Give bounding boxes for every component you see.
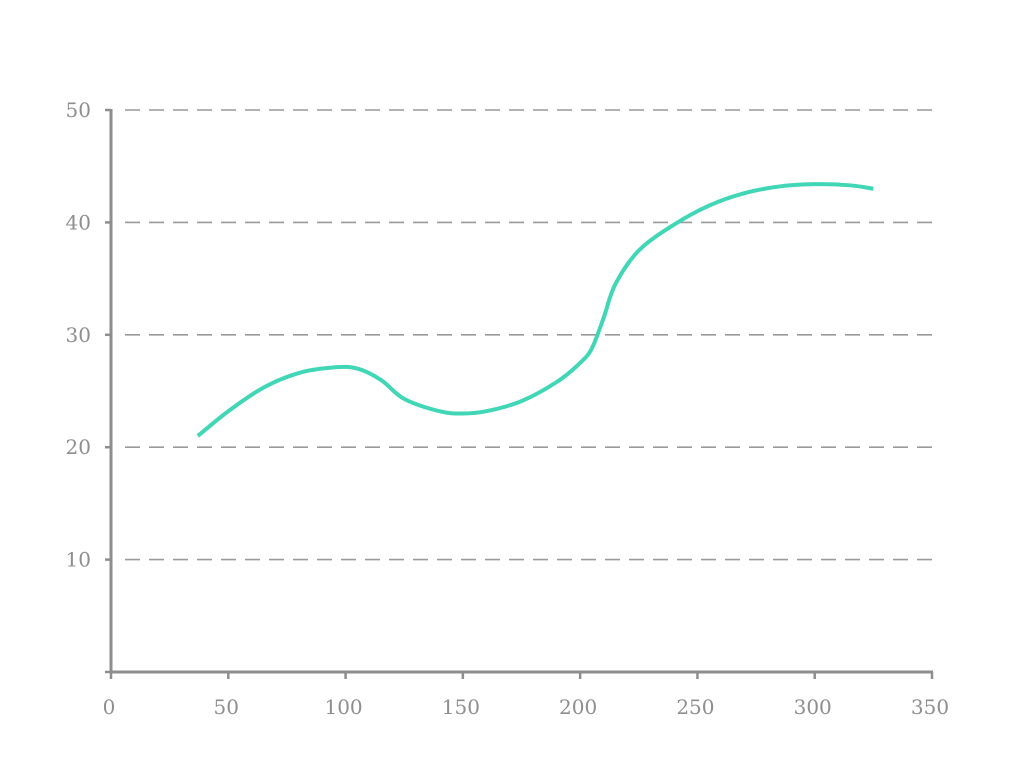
- y-tick-label: 50: [66, 98, 91, 122]
- x-tick-label: 150: [442, 695, 480, 719]
- x-tick-label: 250: [676, 695, 714, 719]
- y-tick-label: 30: [66, 323, 91, 347]
- x-tick-label: 50: [214, 695, 239, 719]
- grid-lines: [125, 109, 932, 561]
- x-tick-label: 300: [794, 695, 832, 719]
- x-tick-label: 200: [559, 695, 597, 719]
- tick-labels: 10 20 30 40 50 0 50 100 150 200 250 300 350: [66, 98, 950, 719]
- series-layer: [196, 182, 874, 438]
- y-tick-label: 20: [66, 435, 91, 459]
- x-tick-label: 350: [911, 695, 949, 719]
- axes: [105, 108, 934, 679]
- series-line-0: [196, 182, 874, 438]
- y-tick-label: 40: [66, 210, 91, 234]
- y-tick-label: 10: [66, 548, 91, 572]
- x-tick-label: 100: [324, 695, 362, 719]
- x-tick-label: 0: [103, 695, 116, 719]
